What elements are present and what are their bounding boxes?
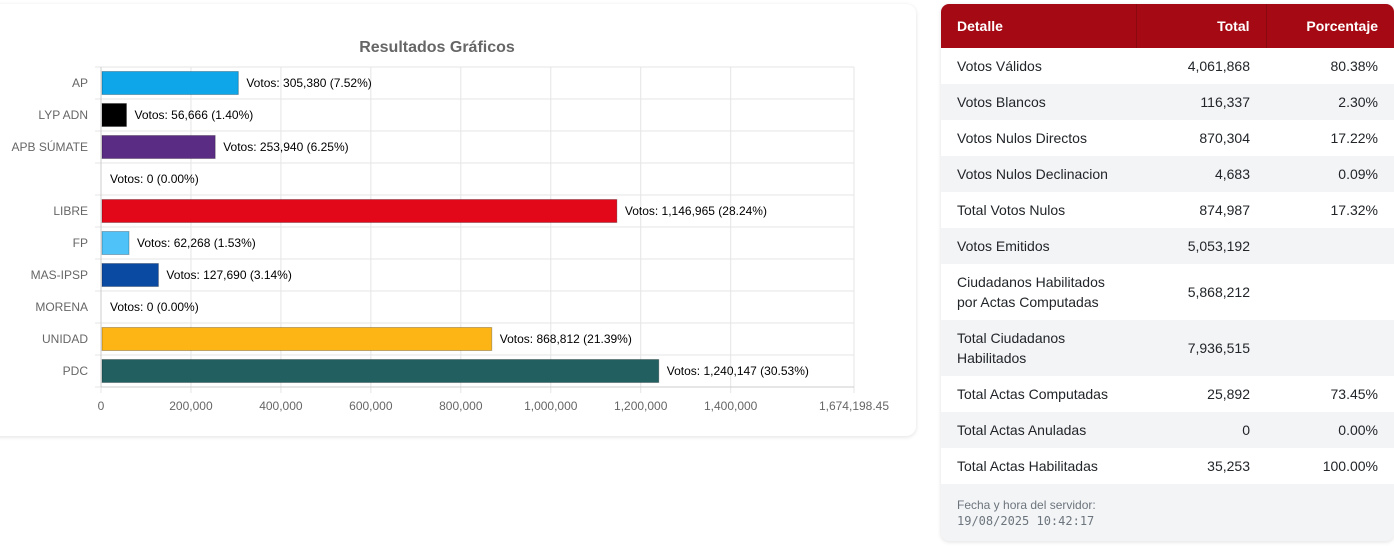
- category-label: LYP ADN: [38, 108, 88, 122]
- row-total: 25,892: [1207, 386, 1250, 402]
- x-tick-label: 400,000: [259, 399, 303, 413]
- summary-table: Detalle Total Porcentaje Votos Válidos 4…: [941, 4, 1394, 484]
- header-total: Total: [1136, 4, 1267, 48]
- data-label: Votos: 1,146,965 (28.24%): [625, 204, 767, 218]
- category-label: PDC: [63, 364, 89, 378]
- bar: [101, 198, 618, 224]
- x-tick-label: 1,000,000: [524, 399, 578, 413]
- bar: [101, 230, 130, 256]
- bar: [101, 134, 216, 160]
- category-label: MORENA: [35, 300, 88, 314]
- row-percent: 73.45%: [1330, 386, 1378, 402]
- row-total: 874,987: [1199, 202, 1250, 218]
- row-percent: 2.30%: [1338, 94, 1378, 110]
- bar: [101, 326, 493, 352]
- chart-card: Resultados Gráficos 0 200,000 400,000 600,0…: [0, 4, 916, 436]
- row-percent: 17.22%: [1330, 130, 1378, 146]
- data-label: Votos: 0 (0.00%): [110, 300, 199, 314]
- row-detail: Total Actas Computadas: [957, 386, 1108, 402]
- bar: [101, 70, 239, 96]
- server-time-footer: Fecha y hora del servidor: 19/08/2025 10…: [941, 484, 1394, 529]
- row-detail: Votos Blancos: [957, 94, 1046, 110]
- category-label: UNIDAD: [42, 332, 88, 346]
- category-label: FP: [73, 236, 88, 250]
- row-detail: Total Actas Anuladas: [957, 422, 1087, 438]
- category-label: APB SÚMATE: [12, 139, 88, 154]
- row-detail: Total Ciudadanos Habilitados: [957, 330, 1066, 366]
- x-tick-label: 1,674,198.45: [819, 399, 889, 413]
- table-row: Votos Blancos 116,337 2.30%: [941, 84, 1394, 120]
- x-tick-label: 800,000: [439, 399, 483, 413]
- row-percent: [1266, 264, 1394, 320]
- x-tick-label: 0: [98, 399, 105, 413]
- table-row: Total Votos Nulos 874,987 17.32%: [941, 192, 1394, 228]
- bar: [101, 358, 660, 384]
- row-detail: Ciudadanos Habilitados por Actas Computa…: [957, 274, 1105, 310]
- data-label: Votos: 56,666 (1.40%): [134, 108, 253, 122]
- row-percent: [1266, 228, 1394, 264]
- summary-table-card: Detalle Total Porcentaje Votos Válidos 4…: [941, 4, 1394, 541]
- row-total: 35,253: [1207, 458, 1250, 474]
- row-percent: 17.32%: [1330, 202, 1378, 218]
- data-label: Votos: 305,380 (7.52%): [246, 76, 371, 90]
- table-header-row: Detalle Total Porcentaje: [941, 4, 1394, 48]
- table-row: Total Actas Anuladas 0 0.00%: [941, 412, 1394, 448]
- table-row: Votos Válidos 4,061,868 80.38%: [941, 48, 1394, 84]
- header-detail: Detalle: [941, 4, 1137, 48]
- row-percent: 0.00%: [1338, 422, 1378, 438]
- row-detail: Votos Emitidos: [957, 238, 1050, 254]
- row-total: 5,868,212: [1187, 284, 1250, 300]
- data-label: Votos: 868,812 (21.39%): [500, 332, 632, 346]
- row-total: 5,053,192: [1187, 238, 1250, 254]
- category-label: LIBRE: [53, 204, 88, 218]
- x-tick-label: 1,400,000: [704, 399, 758, 413]
- row-total: 116,337: [1200, 94, 1250, 110]
- table-row: Votos Nulos Declinacion 4,683 0.09%: [941, 156, 1394, 192]
- table-row: Total Actas Habilitadas 35,253 100.00%: [941, 448, 1394, 484]
- row-detail: Total Votos Nulos: [957, 202, 1066, 218]
- results-bar-chart: Resultados Gráficos 0 200,000 400,000 600,0…: [12, 39, 890, 413]
- row-total: 870,304: [1199, 130, 1250, 146]
- row-percent: [1266, 320, 1394, 376]
- row-detail: Votos Nulos Directos: [957, 130, 1087, 146]
- chart-title: Resultados Gráficos: [359, 39, 515, 56]
- category-label: AP: [72, 76, 88, 90]
- row-total: 4,683: [1214, 166, 1250, 182]
- table-row: Votos Emitidos 5,053,192: [941, 228, 1394, 264]
- row-percent: 100.00%: [1322, 458, 1378, 474]
- bar: [101, 262, 159, 288]
- table-row: Total Ciudadanos Habilitados 7,936,515: [941, 320, 1394, 376]
- row-percent: 80.38%: [1330, 58, 1378, 74]
- data-label: Votos: 0 (0.00%): [110, 172, 199, 186]
- x-tick-label: 1,200,000: [614, 399, 668, 413]
- table-row: Votos Nulos Directos 870,304 17.22%: [941, 120, 1394, 156]
- x-tick-label: 600,000: [349, 399, 393, 413]
- row-detail: Votos Válidos: [957, 58, 1042, 74]
- data-label: Votos: 1,240,147 (30.53%): [667, 364, 809, 378]
- row-total: 7,936,515: [1187, 340, 1250, 356]
- server-timestamp: 19/08/2025 10:42:17: [957, 514, 1095, 528]
- row-total: 0: [1242, 422, 1250, 438]
- header-percent: Porcentaje: [1306, 18, 1378, 34]
- row-detail: Votos Nulos Declinacion: [957, 166, 1108, 182]
- data-label: Votos: 62,268 (1.53%): [137, 236, 256, 250]
- server-time-label: Fecha y hora del servidor:: [957, 498, 1096, 512]
- row-total: 4,061,868: [1187, 58, 1250, 74]
- data-label: Votos: 253,940 (6.25%): [223, 140, 348, 154]
- row-percent: 0.09%: [1338, 166, 1378, 182]
- table-row: Ciudadanos Habilitados por Actas Computa…: [941, 264, 1394, 320]
- category-label: MAS-IPSP: [31, 268, 88, 282]
- data-label: Votos: 127,690 (3.14%): [166, 268, 291, 282]
- row-detail: Total Actas Habilitadas: [957, 458, 1098, 474]
- x-tick-label: 200,000: [169, 399, 213, 413]
- table-row: Total Actas Computadas 25,892 73.45%: [941, 376, 1394, 412]
- bar: [101, 102, 127, 128]
